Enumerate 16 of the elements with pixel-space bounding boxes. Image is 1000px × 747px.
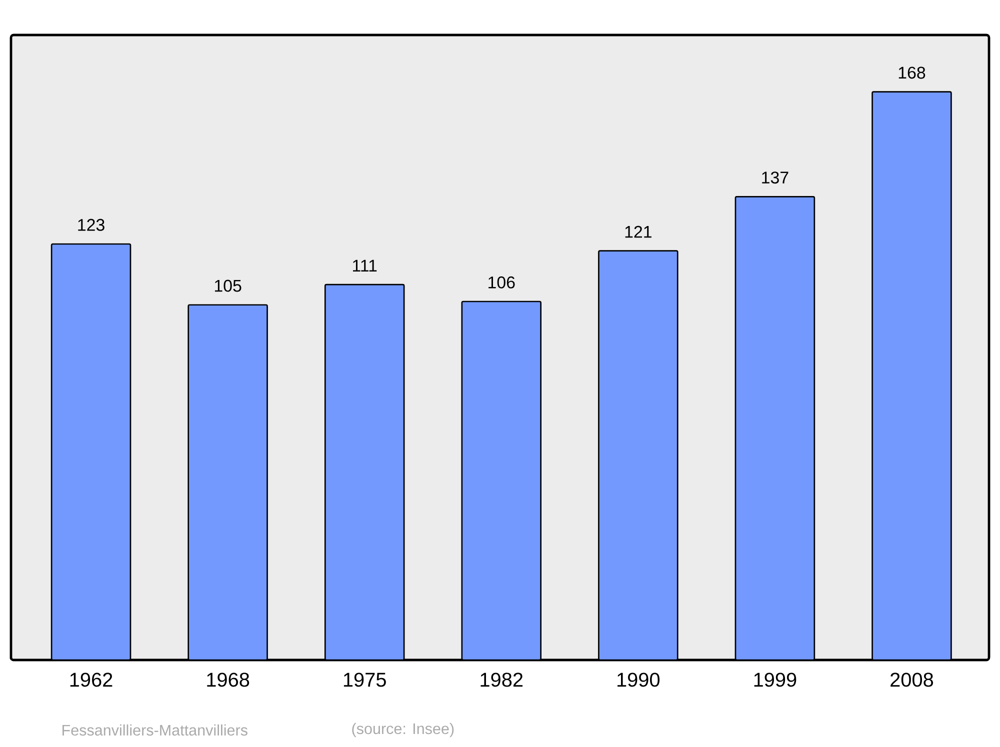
- text: (source: Insee): [352, 722, 454, 738]
- x-tick-label: 1968: [207, 672, 250, 687]
- data-label: 137: [762, 172, 788, 184]
- data-label: 121: [625, 226, 652, 238]
- x-tick-label: 1999: [754, 672, 796, 687]
- data-label: 168: [898, 66, 926, 79]
- x-tick-label: 1975: [344, 672, 386, 687]
- x-tick-label: 1962: [70, 672, 112, 687]
- data-label: 123: [78, 218, 104, 231]
- x-tick-label: 1982: [480, 672, 523, 687]
- data-label: 111: [353, 260, 377, 272]
- data-label: 106: [488, 276, 515, 288]
- x-tick-label: 2008: [890, 672, 934, 687]
- text: Fessanvilliers-Mattanvilliers: [62, 724, 248, 736]
- data-label: 105: [214, 280, 242, 292]
- x-tick-label: 1990: [618, 672, 660, 687]
